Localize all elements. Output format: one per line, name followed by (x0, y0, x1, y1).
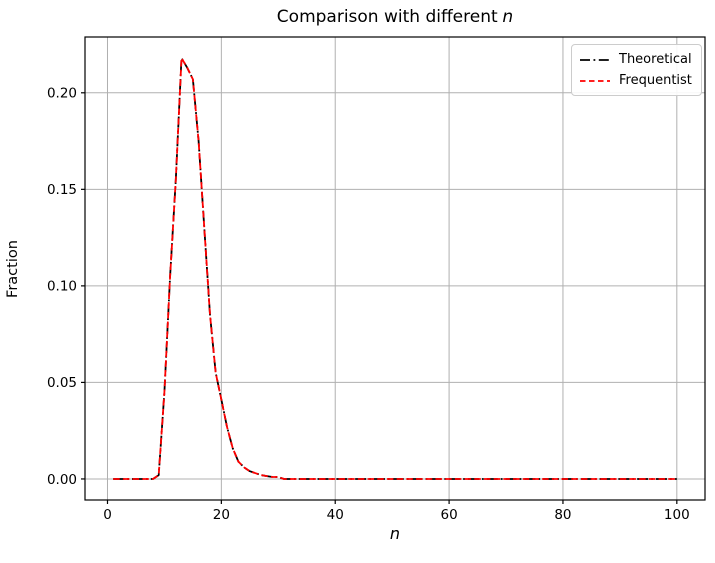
chart-title-variable: n (502, 7, 514, 27)
chart-title: Comparison with different n (85, 7, 705, 27)
series-frequentist-line (113, 57, 677, 480)
y-tick-label: 0.15 (47, 182, 77, 198)
series-theoretical-line (113, 57, 677, 480)
legend: Theoretical Frequentist (571, 44, 702, 96)
x-tick-label: 80 (554, 507, 571, 523)
legend-label-frequentist: Frequentist (619, 73, 692, 88)
axes-spines (84, 36, 706, 501)
x-tick-label: 40 (327, 507, 344, 523)
theoretical-line-icon (580, 58, 610, 61)
y-tick-label: 0.00 (47, 472, 77, 488)
y-tick-label: 0.20 (47, 86, 77, 102)
x-tick-label: 60 (440, 507, 457, 523)
legend-entry-theoretical: Theoretical (579, 49, 694, 70)
y-axis-label: Fraction (5, 240, 21, 298)
legend-entry-frequentist: Frequentist (579, 70, 694, 91)
x-tick-label: 0 (103, 507, 112, 523)
y-tick-label: 0.10 (47, 279, 77, 295)
legend-label-theoretical: Theoretical (619, 52, 692, 67)
y-tick-label: 0.05 (47, 375, 77, 391)
chart-title-text: Comparison with different (276, 7, 498, 27)
x-axis-label: n (389, 524, 401, 543)
frequentist-line-icon (580, 79, 610, 82)
x-tick-label: 100 (664, 507, 690, 523)
x-tick-label: 20 (213, 507, 230, 523)
